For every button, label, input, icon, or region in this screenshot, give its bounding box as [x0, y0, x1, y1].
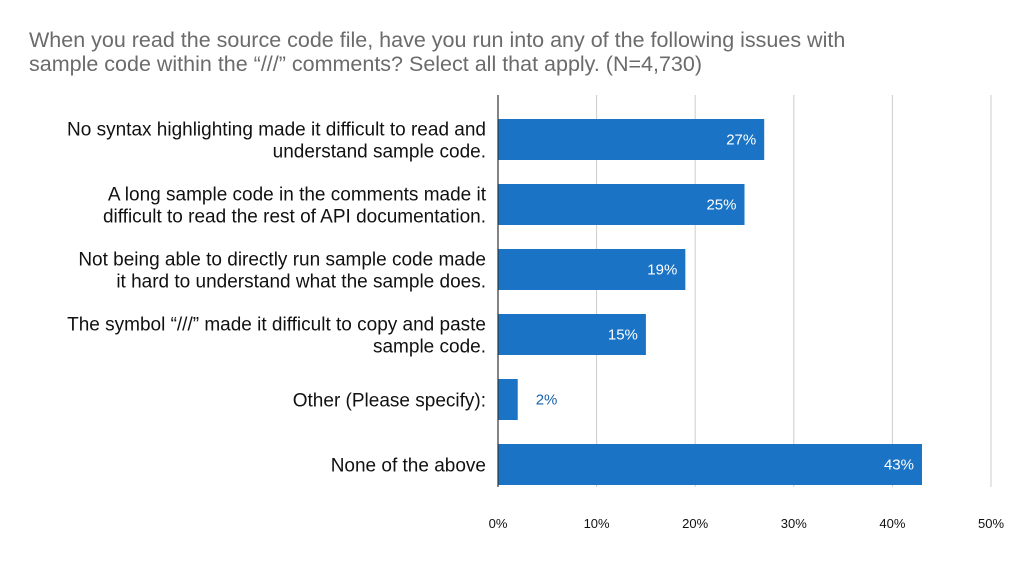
chart-title-line-1: When you read the source code file, have… — [29, 28, 846, 52]
data-label: 19% — [647, 262, 677, 279]
data-label: 25% — [706, 197, 736, 214]
bar — [498, 119, 765, 160]
category-label-line: difficult to read the rest of API docume… — [103, 207, 486, 228]
category-labels: No syntax highlighting made it difficult… — [67, 120, 487, 477]
category-label-line: sample code. — [373, 337, 486, 358]
x-tick-label: 0% — [489, 516, 508, 531]
x-tick-label: 30% — [781, 516, 807, 531]
category-label-line: None of the above — [331, 456, 486, 477]
category-label-line: Other (Please specify): — [293, 391, 486, 412]
bar — [498, 444, 922, 485]
category-label-line: The symbol “///” made it difficult to co… — [67, 315, 486, 336]
gridlines — [596, 95, 992, 487]
chart-title: When you read the source code file, have… — [29, 28, 1009, 76]
bar — [498, 249, 686, 290]
category-label: Not being able to directly run sample co… — [78, 250, 486, 293]
category-label: No syntax highlighting made it difficult… — [67, 120, 486, 163]
category-label: Other (Please specify): — [293, 391, 486, 412]
category-label: The symbol “///” made it difficult to co… — [67, 315, 486, 358]
category-label-line: understand sample code. — [273, 142, 486, 163]
bar — [498, 379, 518, 420]
data-label: 15% — [608, 327, 638, 344]
bar — [498, 184, 745, 225]
x-tick-label: 40% — [879, 516, 905, 531]
data-label: 2% — [536, 392, 558, 409]
category-label-line: No syntax highlighting made it difficult… — [67, 120, 486, 141]
category-label-line: A long sample code in the comments made … — [108, 185, 487, 206]
x-tick-label: 10% — [584, 516, 610, 531]
x-tick-label: 20% — [682, 516, 708, 531]
bar — [498, 314, 646, 355]
data-label: 27% — [726, 132, 756, 149]
x-tick-label: 50% — [978, 516, 1004, 531]
category-label-line: Not being able to directly run sample co… — [78, 250, 486, 271]
data-label: 43% — [884, 457, 914, 474]
bars: 27% 25% 19% 15% 2% 43% — [498, 119, 922, 485]
category-label-line: it hard to understand what the sample do… — [116, 272, 486, 293]
category-label: None of the above — [331, 456, 486, 477]
chart-title-line-2: sample code within the “///” comments? S… — [29, 52, 702, 76]
category-label: A long sample code in the comments made … — [103, 185, 487, 228]
x-axis-ticks: 0% 10% 20% 30% 40% 50% — [489, 516, 1005, 531]
